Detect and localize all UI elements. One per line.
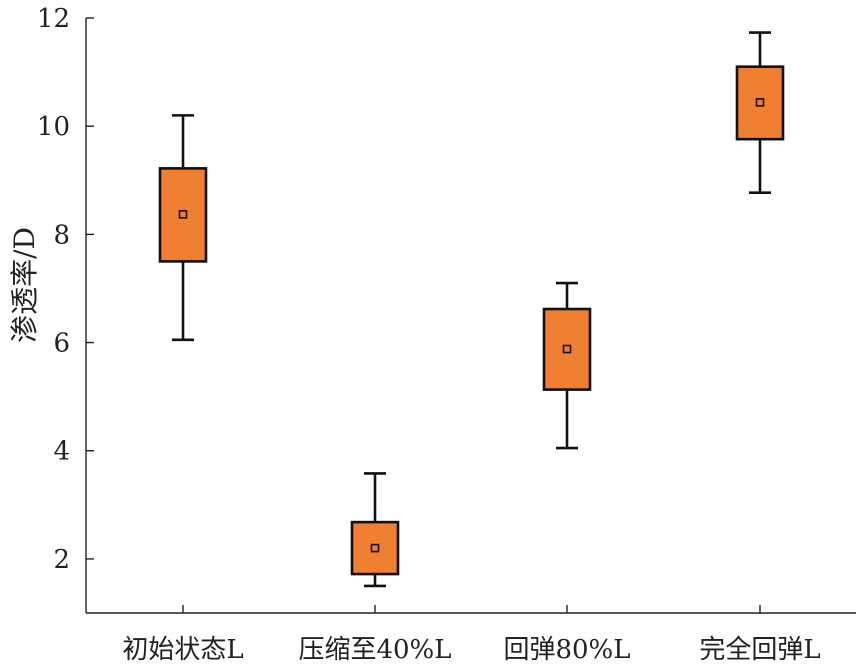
x-category-label: 初始状态L <box>122 635 243 665</box>
y-tick-label: 8 <box>53 220 70 250</box>
box-item <box>350 472 400 588</box>
box-item <box>542 281 592 450</box>
y-axis-ticks: 2 4 6 8 10 12 <box>37 4 94 575</box>
x-category-label: 回弹80%L <box>503 635 630 665</box>
plot-axes <box>85 18 856 614</box>
y-tick-label: 6 <box>53 329 70 359</box>
iqr-box <box>735 65 785 141</box>
box-series <box>158 31 785 588</box>
mean-marker <box>178 210 188 219</box>
y-axis-title: 渗透率/D <box>8 227 41 343</box>
box-item <box>158 114 208 342</box>
x-category-label: 完全回弹L <box>699 635 820 665</box>
y-tick-label: 2 <box>53 545 70 575</box>
iqr-box <box>158 167 208 263</box>
y-tick-label: 10 <box>37 112 70 142</box>
x-category-label: 压缩至40%L <box>298 635 451 665</box>
mean-marker <box>370 543 380 553</box>
y-tick-label: 12 <box>37 4 70 34</box>
mean-marker <box>755 98 765 107</box>
x-axis-ticks: 初始状态L 压缩至40%L 回弹80%L 完全回弹L <box>122 605 821 665</box>
iqr-box <box>350 520 400 576</box>
box-item <box>735 31 785 195</box>
y-tick-label: 4 <box>53 437 70 467</box>
iqr-box <box>542 307 592 391</box>
mean-marker <box>562 344 572 354</box>
